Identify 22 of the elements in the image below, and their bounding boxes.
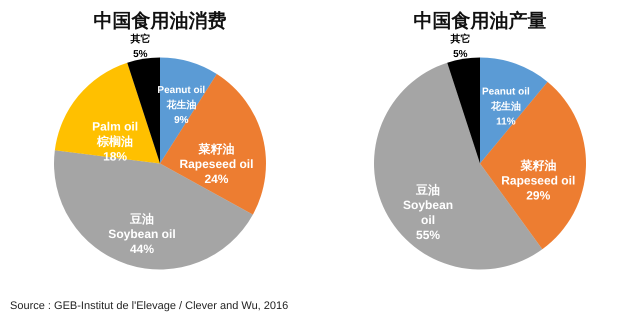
data-label: 24%: [204, 172, 229, 186]
data-label: 11%: [496, 116, 516, 128]
pie-slice: [480, 82, 586, 250]
slice-label: 豆油 Soybean oil: [403, 182, 454, 227]
data-label: 5%: [133, 49, 148, 60]
slice-label: 菜籽油 Rapeseed oil: [179, 142, 254, 171]
pie-slice: [54, 62, 160, 164]
slice-label: 其它: [129, 33, 150, 46]
slice-label: 其它: [449, 33, 470, 46]
chart-title: 中国食用油产量: [414, 10, 546, 32]
slice-label: Peanut oil 花生油: [482, 86, 530, 113]
data-label: 55%: [416, 228, 440, 242]
data-label: 44%: [130, 242, 154, 256]
slice-label: 豆油 Soybean oil: [108, 212, 176, 241]
data-label: 29%: [526, 188, 551, 202]
data-label: 5%: [453, 49, 468, 60]
slice-label: 菜籽油 Rapeseed oil: [501, 158, 576, 188]
slice-label: Palm oil 棕榈油: [92, 119, 138, 148]
pie-slice: [160, 74, 266, 215]
source-note: Source : GEB-Institut de l'Elevage / Clever and Wu, 2016: [10, 300, 290, 312]
pie-slice: [447, 58, 480, 164]
chart-title: 中国食用油消费: [94, 10, 226, 32]
